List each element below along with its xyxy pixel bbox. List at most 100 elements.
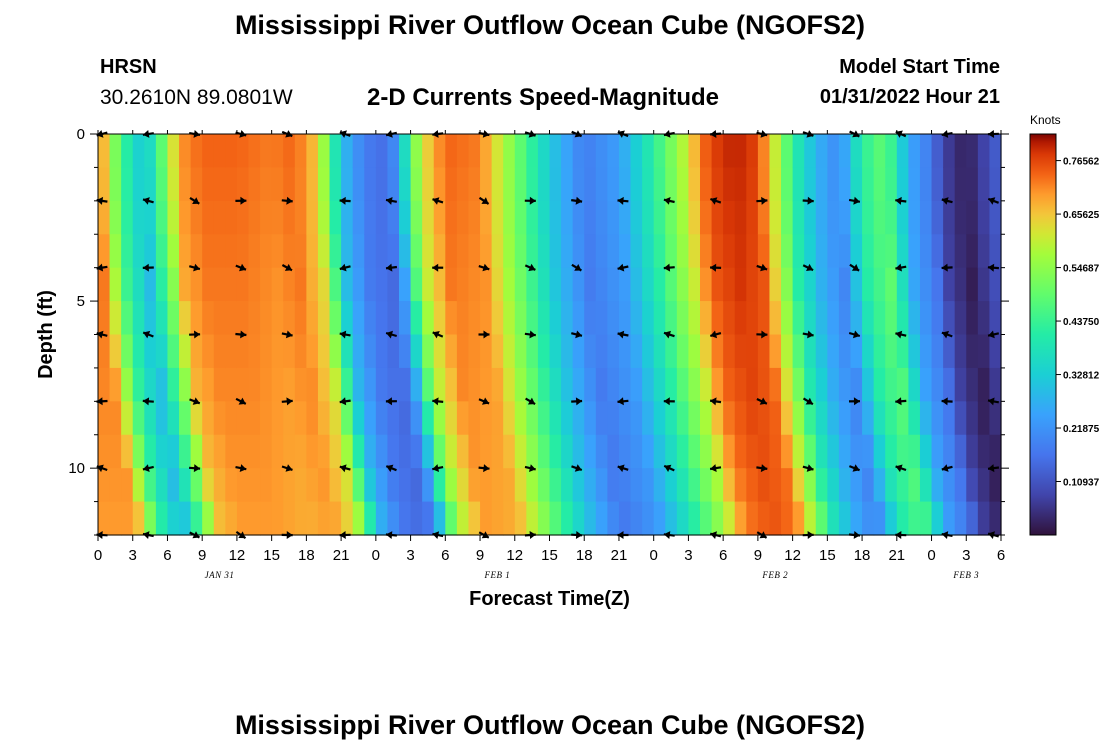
heatmap-cell — [665, 434, 678, 469]
heatmap-cell — [989, 301, 1002, 336]
heatmap-cell — [213, 501, 226, 536]
current-vector-arrow — [478, 263, 490, 272]
heatmap-cell — [943, 334, 956, 369]
heatmap-cell — [329, 200, 342, 235]
heatmap-cell — [283, 167, 296, 202]
heatmap-cell — [480, 267, 493, 302]
heatmap-cell — [167, 468, 180, 503]
current-vector-head — [143, 330, 151, 339]
heatmap-cell — [526, 434, 539, 469]
heatmap-cell — [144, 434, 157, 469]
heatmap-cell — [236, 234, 250, 269]
heatmap-cell — [387, 501, 400, 536]
heatmap-cell — [572, 234, 585, 269]
heatmap-cell — [271, 167, 284, 202]
current-vector-head — [710, 397, 717, 406]
current-vector-arrow — [710, 263, 722, 272]
heatmap-cell — [595, 301, 608, 336]
model-start-label: Model Start Time — [839, 56, 1000, 78]
heatmap-cell — [537, 134, 551, 169]
heatmap-cell — [456, 401, 470, 436]
heatmap-cell — [236, 434, 250, 469]
heatmap-cell — [329, 134, 342, 169]
current-vector-head — [528, 263, 536, 272]
heatmap-cell — [746, 501, 759, 536]
heatmap-cell — [155, 167, 169, 202]
heatmap-cell — [109, 434, 122, 469]
heatmap-cell — [827, 234, 840, 269]
current-vector-arrow — [987, 197, 999, 205]
heatmap-cell — [618, 434, 632, 469]
heatmap-cell — [734, 501, 747, 536]
heatmap-cell — [561, 434, 574, 469]
heatmap-cell — [410, 167, 423, 202]
heatmap-cell — [977, 200, 991, 235]
heatmap-cell — [700, 468, 713, 503]
current-vector-arrow — [189, 464, 201, 473]
heatmap-cell — [144, 134, 157, 169]
heatmap-cell — [630, 234, 643, 269]
heatmap-cell — [526, 334, 539, 369]
heatmap-cell — [283, 401, 296, 436]
heatmap-cell — [815, 434, 828, 469]
heatmap-cell — [584, 267, 597, 302]
current-vector-head — [192, 397, 200, 405]
heatmap-cell — [688, 134, 701, 169]
heatmap-cell — [132, 234, 145, 269]
heatmap-cell — [954, 134, 967, 169]
heatmap-cell — [456, 301, 470, 336]
heatmap-cell — [236, 301, 250, 336]
x-axis-label: Forecast Time(Z) — [469, 588, 630, 610]
current-vector-arrow — [235, 263, 247, 272]
current-vector-arrow — [339, 196, 351, 205]
heatmap-cell — [225, 234, 238, 269]
heatmap-cell — [480, 301, 493, 336]
heatmap-cell — [723, 267, 736, 302]
x-tick-label: 18 — [576, 547, 593, 564]
heatmap-cell — [202, 501, 215, 536]
heatmap-cell — [109, 167, 122, 202]
heatmap-cell — [919, 501, 933, 536]
heatmap-cell — [341, 434, 354, 469]
heatmap-cell — [387, 267, 400, 302]
heatmap-cell — [491, 334, 504, 369]
heatmap-cell — [433, 434, 446, 469]
heatmap-cell — [676, 234, 690, 269]
date-label: FEB 3 — [952, 570, 979, 580]
current-vector-arrow — [802, 464, 814, 472]
heatmap-cell — [885, 301, 898, 336]
current-vector-head — [386, 464, 394, 473]
heatmap-cell — [676, 468, 690, 503]
heatmap-cell — [815, 367, 828, 402]
heatmap-cell — [584, 434, 597, 469]
heatmap-cell — [433, 134, 446, 169]
current-vector-arrow — [895, 330, 907, 339]
heatmap-cell — [144, 367, 157, 402]
heatmap-cell — [862, 468, 875, 503]
heatmap-cell — [526, 501, 539, 536]
heatmap-cell — [456, 234, 470, 269]
heatmap-cell — [514, 234, 527, 269]
heatmap-cell — [931, 234, 944, 269]
current-vector-arrow — [756, 330, 768, 339]
x-tick-label: 18 — [298, 547, 315, 564]
current-vector-head — [339, 196, 346, 205]
heatmap-cell — [873, 134, 886, 169]
x-tick-label: 0 — [927, 547, 935, 564]
current-vector-arrow — [385, 263, 398, 272]
heatmap-cell — [908, 434, 921, 469]
heatmap-cell — [294, 501, 307, 536]
heatmap-cells — [98, 134, 1002, 536]
heatmap-cell — [977, 468, 991, 503]
heatmap-cell — [283, 367, 296, 402]
current-vector-arrow — [802, 196, 814, 205]
heatmap-cell — [410, 200, 423, 235]
current-vector-arrow — [235, 464, 247, 472]
heatmap-cell — [213, 334, 226, 369]
heatmap-cell — [260, 167, 273, 202]
heatmap-cell — [919, 434, 933, 469]
heatmap-cell — [908, 367, 921, 402]
heatmap-cell — [271, 501, 284, 536]
heatmap-cell — [584, 367, 597, 402]
date-label: FEB 2 — [761, 570, 788, 580]
